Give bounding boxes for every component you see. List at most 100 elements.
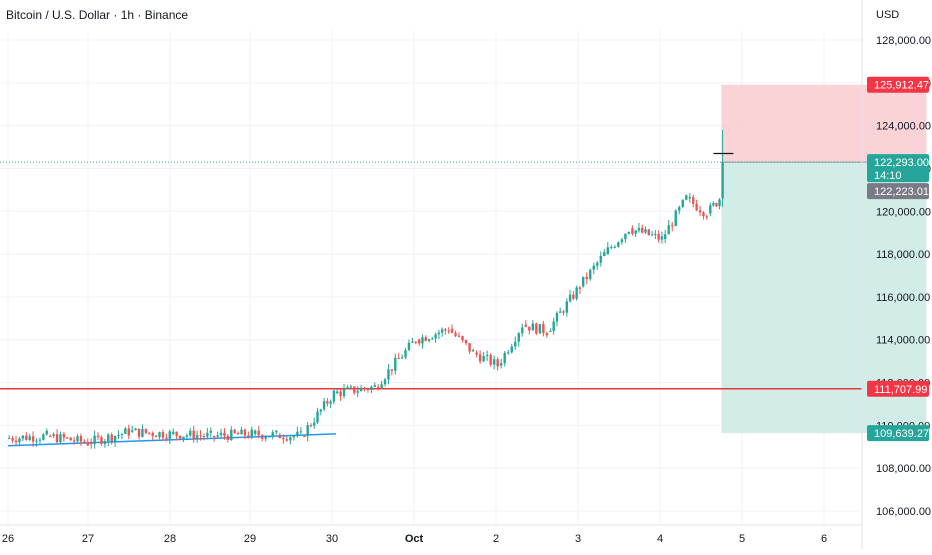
candle-body bbox=[90, 442, 93, 445]
candle-body bbox=[313, 422, 316, 426]
candle-body bbox=[657, 233, 660, 240]
candle-body bbox=[485, 354, 489, 356]
candle-body bbox=[620, 239, 624, 243]
candle-body bbox=[582, 276, 585, 287]
candle-body bbox=[414, 341, 417, 343]
candle-body bbox=[644, 229, 647, 233]
candle-body bbox=[192, 430, 195, 440]
candle-body bbox=[278, 434, 281, 439]
candle-body bbox=[585, 276, 588, 280]
x-tick-label: Oct bbox=[405, 533, 424, 545]
support-price-label-bg bbox=[867, 380, 929, 397]
y-tick-label: 124,000.00 bbox=[876, 121, 931, 133]
candle-body bbox=[268, 436, 271, 438]
candle-body bbox=[671, 225, 674, 227]
candle-body bbox=[93, 435, 96, 445]
candle-body bbox=[28, 436, 31, 440]
candle-body bbox=[521, 327, 524, 334]
chart-title: Bitcoin / U.S. Dollar · 1h · Binance bbox=[6, 8, 189, 22]
candle-body bbox=[346, 387, 349, 389]
candle-body bbox=[572, 294, 575, 299]
trend-line[interactable] bbox=[7, 433, 337, 447]
candle-body bbox=[72, 440, 76, 442]
candle-body bbox=[303, 436, 306, 438]
candle-body bbox=[637, 227, 641, 231]
candle-body bbox=[624, 233, 627, 240]
candle-body bbox=[450, 329, 454, 333]
candle-body bbox=[617, 242, 620, 247]
candle-body bbox=[49, 436, 52, 438]
candle-body bbox=[500, 363, 503, 366]
candle-body bbox=[431, 338, 434, 340]
candle-body bbox=[292, 435, 296, 438]
candle-body bbox=[103, 441, 107, 445]
candle-body bbox=[226, 435, 230, 440]
support-price-label-text: 111,707.99 bbox=[874, 384, 927, 396]
candle-body bbox=[363, 387, 366, 389]
candle-body bbox=[199, 435, 202, 437]
candle-body bbox=[387, 369, 390, 380]
candle-body bbox=[296, 431, 299, 436]
candle-body bbox=[261, 435, 264, 439]
candle-body bbox=[213, 436, 216, 438]
candle-body bbox=[165, 437, 168, 440]
candle-body bbox=[127, 428, 130, 436]
candle-body bbox=[517, 333, 520, 342]
candle-body bbox=[549, 331, 552, 333]
candle-body bbox=[524, 324, 527, 327]
candle-body bbox=[236, 432, 240, 435]
candle-body bbox=[83, 441, 86, 443]
candle-body bbox=[721, 162, 724, 199]
x-tick-label: 3 bbox=[575, 533, 581, 545]
candle-body bbox=[492, 359, 496, 365]
candle-body bbox=[342, 388, 346, 397]
candle-body bbox=[247, 435, 250, 437]
candle-body bbox=[182, 436, 185, 439]
candle-body bbox=[161, 432, 165, 438]
candle-body bbox=[411, 341, 414, 343]
candle-body bbox=[627, 231, 631, 234]
candle-body bbox=[685, 195, 688, 200]
candle-body bbox=[457, 335, 461, 337]
target-price-label-bg bbox=[867, 425, 929, 442]
candle-body bbox=[468, 343, 471, 352]
candle-body bbox=[712, 203, 715, 206]
candle-body bbox=[447, 330, 450, 332]
candle-body bbox=[400, 357, 404, 359]
candle-body bbox=[289, 437, 292, 441]
candle-body bbox=[189, 430, 192, 436]
candle-body bbox=[59, 434, 62, 443]
candle-body bbox=[42, 434, 45, 440]
candle-body bbox=[373, 385, 376, 387]
candle-body bbox=[117, 434, 120, 436]
candle-body bbox=[113, 435, 117, 442]
candle-body bbox=[316, 411, 319, 423]
candle-body bbox=[8, 438, 11, 440]
candle-body bbox=[698, 210, 702, 213]
candle-body bbox=[631, 228, 634, 234]
y-tick-label: 106,000.00 bbox=[876, 506, 931, 518]
candle-body bbox=[168, 431, 171, 440]
current-price-label-countdown: 14:10 bbox=[874, 170, 902, 182]
candle-body bbox=[370, 386, 373, 390]
candle-body bbox=[555, 312, 559, 322]
candle-body bbox=[275, 430, 278, 433]
candle-body bbox=[223, 432, 226, 436]
candle-body bbox=[299, 431, 303, 433]
candle-body bbox=[404, 350, 407, 358]
candle-body bbox=[552, 321, 555, 332]
candle-body bbox=[434, 334, 437, 339]
candle-body bbox=[353, 386, 356, 393]
current-price-label-bg bbox=[867, 154, 929, 183]
candle-body bbox=[38, 439, 42, 441]
candle-body bbox=[14, 440, 18, 443]
candle-body bbox=[21, 435, 25, 439]
stop-loss-zone[interactable] bbox=[721, 84, 927, 163]
x-tick-label: 4 bbox=[657, 533, 663, 545]
currency-label[interactable]: USD bbox=[876, 9, 900, 21]
candle-body bbox=[478, 354, 482, 362]
candles bbox=[8, 129, 734, 449]
candle-body bbox=[18, 438, 21, 443]
